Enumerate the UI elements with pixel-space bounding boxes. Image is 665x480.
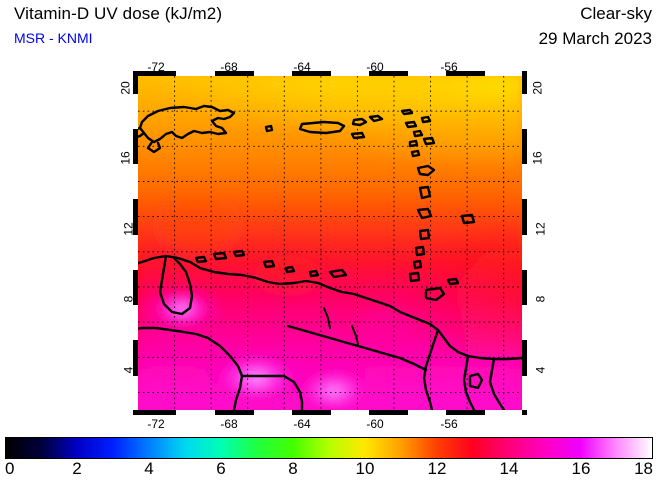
axis-label-bottom-1: -68	[220, 417, 238, 431]
colorbar-tick-6: 12	[427, 459, 447, 478]
colorbar-gradient	[5, 437, 653, 459]
axis-label-right-3: 8	[533, 295, 548, 303]
axis-label-left-0: 20	[118, 81, 133, 95]
date-label: 29 March 2023	[538, 29, 652, 48]
axis-label-bottom-2: -64	[293, 417, 311, 431]
axis-label-bottom-4: -56	[440, 417, 458, 431]
axis-label-right-1: 16	[530, 151, 545, 165]
colorbar-tick-4: 8	[288, 459, 298, 478]
axis-label-top-1: -68	[220, 60, 238, 74]
colorbar-tick-8: 16	[571, 459, 591, 478]
colorbar-tick-7: 14	[499, 459, 519, 478]
colorbar-tick-5: 10	[355, 459, 375, 478]
coastlines	[138, 104, 522, 410]
data-source-label: MSR - KNMI	[14, 30, 93, 46]
axis-label-left-1: 16	[118, 151, 133, 165]
map-raster	[138, 76, 522, 410]
axis-label-top-0: -72	[147, 60, 165, 74]
axis-label-right-0: 20	[530, 81, 545, 95]
axis-label-bottom-3: -60	[366, 417, 384, 431]
colorbar-tick-1: 2	[72, 459, 82, 478]
colorbar-tick-9: 18	[634, 459, 653, 478]
uv-dose-map	[133, 71, 527, 415]
colorbar-tick-3: 6	[216, 459, 226, 478]
axis-label-top-2: -64	[293, 60, 311, 74]
axis-label-right-4: 4	[533, 366, 548, 374]
axis-label-right-2: 12	[533, 222, 548, 236]
axis-label-top-3: -60	[366, 60, 384, 74]
map-frame-bottom	[133, 410, 527, 415]
colorbar	[5, 437, 653, 459]
page-title: Vitamin-D UV dose (kJ/m2)	[14, 4, 223, 23]
axis-label-left-4: 4	[121, 366, 136, 374]
axis-label-left-3: 8	[121, 295, 136, 303]
sky-condition-label: Clear-sky	[580, 4, 652, 23]
axis-label-bottom-0: -72	[147, 417, 165, 431]
map-frame-right	[522, 71, 527, 415]
colorbar-tick-2: 4	[144, 459, 154, 478]
colorbar-tick-0: 0	[5, 459, 15, 478]
axis-label-left-2: 12	[121, 222, 136, 236]
colorbar-tick-labels: 0 2 4 6 8 10 12 14 16 18	[5, 459, 653, 480]
axis-label-top-4: -56	[440, 60, 458, 74]
